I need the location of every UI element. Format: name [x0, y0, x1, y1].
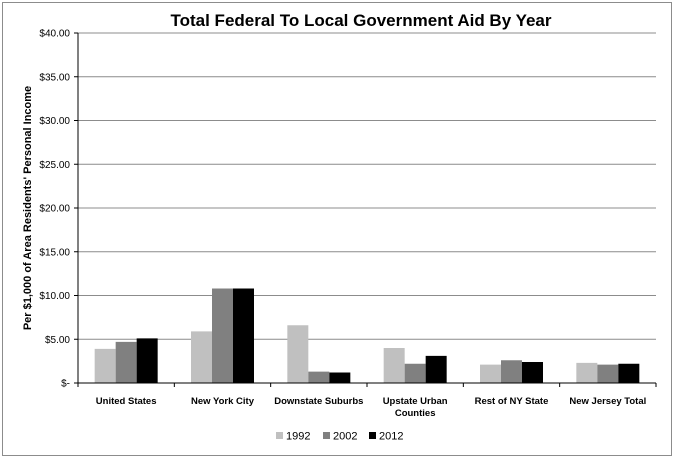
y-axis-label: Per $1,000 of Area Residents' Personal I…	[22, 86, 34, 330]
chart-title: Total Federal To Local Government Aid By…	[170, 11, 551, 30]
legend-label: 1992	[286, 431, 310, 443]
x-category-label: United States	[96, 396, 157, 407]
axes	[77, 33, 657, 387]
y-tick-label: $25.00	[39, 160, 70, 171]
bar	[383, 348, 405, 383]
bars	[94, 288, 640, 383]
y-tick-label: $-	[61, 379, 70, 390]
x-category-label: Upstate Urban	[383, 396, 448, 407]
bar	[136, 338, 158, 383]
x-category-label: New York City	[191, 396, 255, 407]
bar	[212, 288, 233, 383]
legend-swatch	[276, 432, 283, 439]
legend-swatch	[323, 432, 330, 439]
x-axis-category-labels: United States New York City Downstate Subu…	[96, 396, 646, 419]
y-tick-label: $20.00	[39, 204, 70, 215]
y-tick-label: $15.00	[39, 247, 70, 258]
x-category-label: Rest of NY State	[475, 396, 549, 407]
bar	[425, 355, 447, 383]
legend-swatch	[369, 432, 376, 439]
bar	[329, 372, 351, 383]
bar	[404, 363, 426, 383]
legend-label: 2012	[379, 431, 403, 443]
bar	[308, 371, 330, 383]
bar	[233, 288, 254, 383]
legend: 1992 2002 2012	[276, 431, 403, 443]
bar	[287, 325, 309, 383]
y-tick-label: $35.00	[39, 72, 70, 83]
y-tick-label: $5.00	[45, 335, 70, 346]
x-category-label: Counties	[395, 408, 436, 419]
bar	[522, 362, 543, 383]
gridlines	[78, 32, 656, 340]
bar	[618, 363, 640, 383]
bar	[576, 362, 598, 383]
x-category-label: Downstate Suburbs	[274, 396, 363, 407]
y-tick-label: $10.00	[39, 291, 70, 302]
legend-label: 2002	[333, 431, 357, 443]
bar	[191, 331, 212, 383]
bar	[480, 364, 501, 383]
bar	[94, 348, 116, 383]
y-axis-ticks: $- $5.00 $10.00 $15.00 $20.00 $25.00 $30.00 $35…	[39, 29, 78, 390]
bar	[597, 364, 619, 383]
y-tick-label: $30.00	[39, 116, 70, 127]
bar	[501, 360, 522, 383]
x-category-label: New Jersey Total	[569, 396, 646, 407]
bar	[115, 341, 137, 383]
y-tick-label: $40.00	[39, 29, 70, 40]
